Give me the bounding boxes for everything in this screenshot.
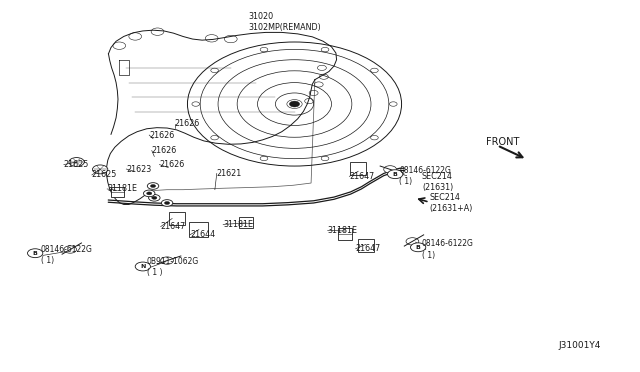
- Circle shape: [164, 202, 170, 205]
- Text: 21623: 21623: [126, 164, 152, 173]
- Circle shape: [388, 170, 403, 179]
- FancyBboxPatch shape: [358, 238, 374, 251]
- Circle shape: [147, 183, 159, 189]
- Text: 21644: 21644: [190, 230, 215, 239]
- Text: 21626: 21626: [152, 146, 177, 155]
- Text: 08146-6122G
( 1): 08146-6122G ( 1): [41, 246, 93, 266]
- FancyBboxPatch shape: [239, 217, 253, 228]
- Circle shape: [93, 165, 108, 174]
- Circle shape: [289, 101, 300, 107]
- Circle shape: [69, 158, 84, 166]
- Text: 21625: 21625: [92, 170, 117, 179]
- Text: N: N: [140, 264, 145, 269]
- Text: J31001Y4: J31001Y4: [558, 341, 600, 350]
- FancyBboxPatch shape: [189, 222, 209, 237]
- Text: 08146-6122G
( 1): 08146-6122G ( 1): [399, 166, 451, 186]
- Text: B: B: [416, 245, 420, 250]
- Circle shape: [147, 192, 152, 195]
- Text: 21625: 21625: [64, 160, 89, 169]
- FancyBboxPatch shape: [339, 228, 353, 240]
- Text: 21647: 21647: [356, 244, 381, 253]
- Circle shape: [152, 196, 157, 199]
- Circle shape: [161, 257, 173, 264]
- FancyBboxPatch shape: [111, 187, 124, 197]
- Circle shape: [161, 200, 173, 206]
- Circle shape: [28, 249, 43, 258]
- Circle shape: [410, 243, 426, 252]
- Text: 21647: 21647: [161, 222, 186, 231]
- Text: B: B: [393, 172, 397, 177]
- Text: SEC214
(21631): SEC214 (21631): [422, 172, 453, 192]
- Text: 31181E: 31181E: [107, 185, 137, 193]
- Circle shape: [384, 166, 396, 173]
- Circle shape: [143, 190, 155, 197]
- FancyBboxPatch shape: [169, 212, 184, 225]
- Circle shape: [64, 246, 77, 253]
- Text: 31020
3102MP(REMAND): 31020 3102MP(REMAND): [248, 12, 321, 32]
- Text: 31181E: 31181E: [328, 226, 358, 235]
- Text: SEC214
(21631+A): SEC214 (21631+A): [429, 193, 473, 213]
- Circle shape: [406, 238, 419, 245]
- Text: 08146-6122G
( 1): 08146-6122G ( 1): [422, 240, 474, 260]
- Text: 0B911-1062G
( 1 ): 0B911-1062G ( 1 ): [147, 257, 199, 277]
- Text: 21647: 21647: [349, 172, 374, 181]
- Circle shape: [148, 195, 160, 201]
- Text: B: B: [33, 251, 38, 256]
- Circle shape: [135, 262, 150, 271]
- Text: FRONT: FRONT: [486, 137, 519, 147]
- Circle shape: [150, 185, 156, 187]
- FancyBboxPatch shape: [350, 162, 366, 175]
- Text: 21626: 21626: [175, 119, 200, 128]
- Text: 21621: 21621: [217, 169, 242, 178]
- Text: 31181E: 31181E: [223, 220, 253, 229]
- Text: 21626: 21626: [159, 160, 185, 169]
- Text: 21626: 21626: [149, 131, 175, 140]
